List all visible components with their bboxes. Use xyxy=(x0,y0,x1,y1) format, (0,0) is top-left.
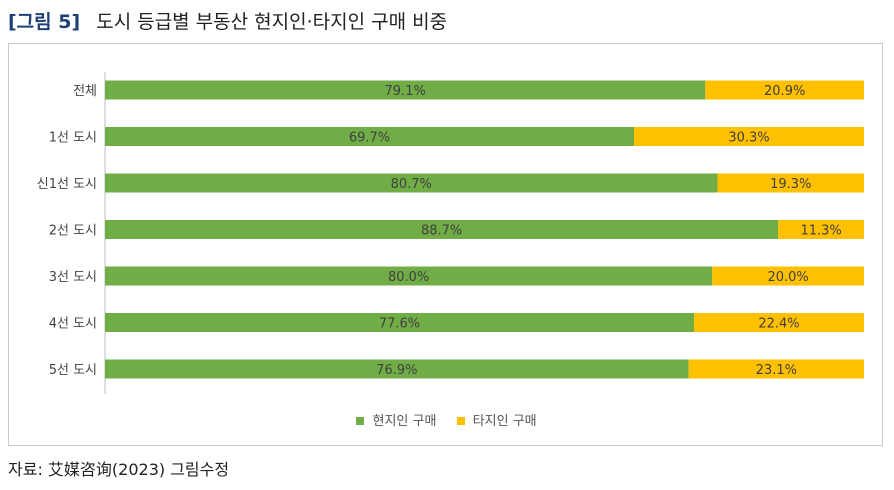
data-label: 20.9% xyxy=(764,84,805,99)
data-label: 88.7% xyxy=(421,224,462,239)
data-label: 80.0% xyxy=(388,270,429,285)
category-label: 전체 xyxy=(73,84,97,99)
legend-swatch-local xyxy=(356,417,365,425)
bar-outside xyxy=(688,359,864,379)
data-label: 22.4% xyxy=(758,317,799,332)
figure-title: [그림 5] 도시 등급별 부동산 현지인·타지인 구매 비중 xyxy=(8,8,447,36)
data-label: 77.6% xyxy=(379,317,420,332)
bar-local xyxy=(105,127,635,146)
bar-outside xyxy=(634,127,864,146)
data-label: 19.3% xyxy=(770,177,811,192)
category-label: 3선 도시 xyxy=(49,270,97,285)
category-label: 1선 도시 xyxy=(49,131,97,146)
data-label: 79.1% xyxy=(385,84,426,99)
data-label: 20.0% xyxy=(767,270,808,285)
bar-local xyxy=(105,80,706,100)
legend-label-outside: 타지인 구매 xyxy=(472,414,537,429)
legend-swatch-outside xyxy=(456,417,465,425)
category-label: 5선 도시 xyxy=(49,363,97,378)
bar-outside xyxy=(712,266,864,286)
bar-local xyxy=(105,220,779,239)
category-label: 4선 도시 xyxy=(49,317,97,332)
bar-outside xyxy=(778,220,864,239)
data-label: 76.9% xyxy=(376,363,417,378)
category-label: 2선 도시 xyxy=(49,224,97,239)
bar-local xyxy=(105,266,713,286)
stacked-bar-chart: 전체 79.1% 20.9% 1선 도시 69.7% 30.3% 신1선 도시 80.7% 19… xyxy=(37,72,864,394)
bar-outside xyxy=(705,80,864,100)
bar-outside xyxy=(693,313,864,332)
chart-frame: 전체 79.1% 20.9% 1선 도시 69.7% 30.3% 신1선 도시 80.7% 19… xyxy=(8,43,883,446)
chart-legend: 현지인 구매 타지인 구매 xyxy=(9,410,884,429)
bar-local xyxy=(105,359,689,379)
source-note: 자료: 艾媒咨询(2023) 그림수정 xyxy=(8,460,230,479)
legend-label-local: 현지인 구매 xyxy=(372,414,437,429)
bar-local xyxy=(105,173,718,193)
legend-item-local: 현지인 구매 xyxy=(356,410,436,429)
legend-item-outside: 타지인 구매 xyxy=(456,410,537,429)
data-label: 69.7% xyxy=(349,131,390,146)
figure-label: [그림 5] xyxy=(8,11,81,33)
bar-outside xyxy=(717,173,864,193)
bar-local xyxy=(105,313,694,332)
data-label: 23.1% xyxy=(756,363,797,378)
category-label: 신1선 도시 xyxy=(37,177,97,192)
figure-title-text: 도시 등급별 부동산 현지인·타지인 구매 비중 xyxy=(96,11,448,33)
data-label: 80.7% xyxy=(391,177,432,192)
data-label: 30.3% xyxy=(728,131,769,146)
data-label: 11.3% xyxy=(800,224,841,239)
